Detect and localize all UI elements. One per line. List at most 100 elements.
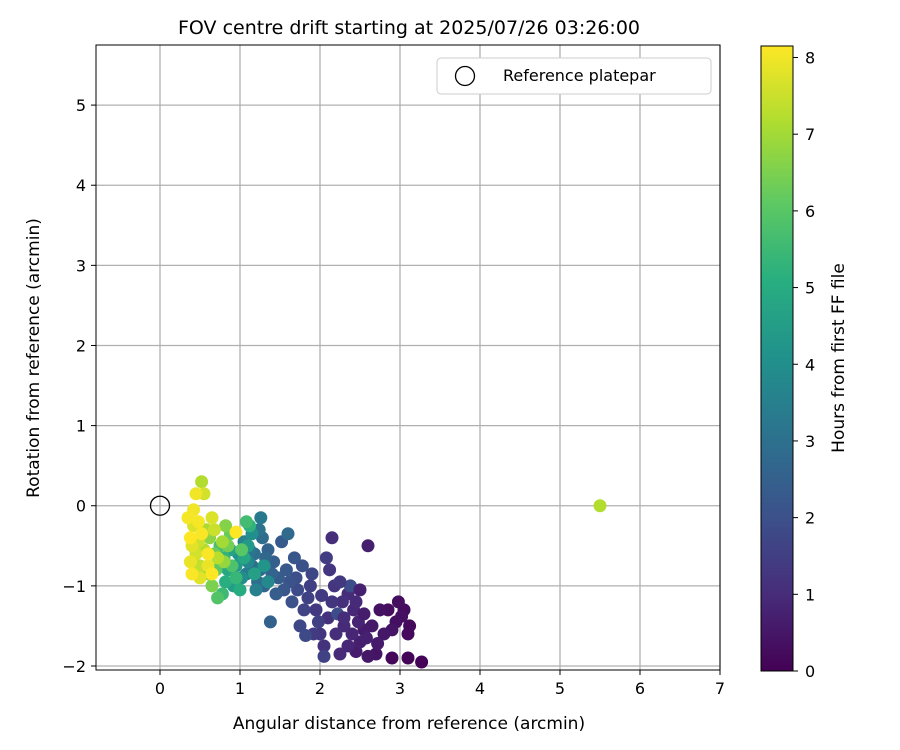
colorbar-tick-label: 5 <box>805 279 815 298</box>
y-tick-label: 0 <box>76 497 86 516</box>
data-point <box>297 603 311 617</box>
legend: Reference platepar <box>436 57 712 95</box>
data-point <box>305 567 319 581</box>
data-point <box>593 499 607 513</box>
data-point <box>353 583 367 597</box>
data-point <box>181 511 195 525</box>
data-point <box>287 551 301 565</box>
colorbar-tick-label: 3 <box>805 432 815 451</box>
data-point <box>229 525 243 539</box>
data-point <box>261 575 275 589</box>
data-point <box>325 595 339 609</box>
data-point <box>303 579 317 593</box>
legend-entry: Reference platepar <box>503 66 656 85</box>
x-tick-label: 1 <box>235 679 245 698</box>
y-tick-label: 2 <box>76 336 86 355</box>
data-point <box>263 615 277 629</box>
colorbar-tick-label: 7 <box>805 125 815 144</box>
data-point <box>205 511 219 525</box>
legend-box <box>436 57 712 95</box>
data-point <box>279 563 293 577</box>
chart-title: FOV centre drift starting at 2025/07/26 … <box>178 17 640 39</box>
x-tick-label: 2 <box>315 679 325 698</box>
data-point <box>219 519 233 533</box>
y-tick-label: 1 <box>76 417 86 436</box>
data-point <box>201 547 215 561</box>
data-point <box>317 639 331 653</box>
data-point <box>315 588 329 602</box>
colorbar-tick-label: 8 <box>805 49 815 68</box>
colorbar-gradient <box>760 45 794 672</box>
data-point <box>299 629 313 643</box>
data-point <box>195 475 209 489</box>
y-tick-label: 5 <box>76 96 86 115</box>
data-point <box>205 579 219 593</box>
data-point <box>235 543 249 557</box>
data-point <box>269 587 283 601</box>
data-point <box>333 575 347 589</box>
grid-lines <box>96 45 721 670</box>
y-tick-label: 4 <box>76 176 86 195</box>
data-point <box>323 563 337 577</box>
data-point <box>401 651 415 665</box>
x-tick-label: 7 <box>715 679 725 698</box>
data-point <box>311 615 325 629</box>
x-tick-label: 4 <box>475 679 485 698</box>
data-point <box>337 611 351 625</box>
data-point <box>341 639 355 653</box>
data-point <box>247 567 261 581</box>
data-point <box>281 527 295 541</box>
data-point <box>229 571 243 585</box>
data-point <box>285 595 299 609</box>
data-point <box>357 607 371 621</box>
data-point <box>254 511 268 525</box>
data-point <box>319 551 333 565</box>
x-tick-label: 3 <box>395 679 405 698</box>
data-point <box>359 631 373 645</box>
data-point <box>333 647 347 661</box>
data-point <box>329 627 343 641</box>
data-point <box>371 637 385 651</box>
data-point <box>207 523 221 537</box>
colorbar-tick-label: 0 <box>805 662 815 681</box>
data-point <box>211 591 225 605</box>
data-point <box>403 619 417 633</box>
y-tick-label: −1 <box>62 577 86 596</box>
data-point <box>219 575 233 589</box>
data-point <box>205 567 219 581</box>
colorbar: 0 1 2 3 4 5 6 7 8 Hours from first FF file <box>760 45 849 681</box>
data-point <box>215 535 229 549</box>
y-axis-label: Rotation from reference (arcmin) <box>24 218 44 498</box>
data-point <box>361 539 375 553</box>
data-point <box>395 609 409 623</box>
colorbar-tick-label: 4 <box>805 355 815 374</box>
y-tick-label: −2 <box>62 657 86 676</box>
data-point <box>233 583 247 597</box>
colorbar-ticks: 0 1 2 3 4 5 6 7 8 <box>793 49 815 681</box>
legend-reference-marker <box>454 65 476 87</box>
data-point <box>415 655 429 669</box>
data-point <box>249 583 263 597</box>
reference-platepar-marker <box>149 495 171 516</box>
colorbar-tick-label: 6 <box>805 202 815 221</box>
data-point <box>239 515 253 529</box>
data-point <box>373 603 387 617</box>
x-tick-label: 0 <box>155 679 165 698</box>
data-point <box>385 651 399 665</box>
y-tick-label: 3 <box>76 256 86 275</box>
x-tick-label: 5 <box>555 679 565 698</box>
data-point <box>183 531 197 545</box>
data-point <box>391 595 405 609</box>
colorbar-tick-label: 1 <box>805 585 815 604</box>
x-tick-label: 6 <box>635 679 645 698</box>
data-point <box>361 649 375 663</box>
y-axis-ticks: −2 −1 0 1 2 3 4 5 <box>62 96 96 676</box>
data-point <box>325 531 339 545</box>
data-point <box>301 591 315 605</box>
data-point <box>191 515 205 529</box>
plot-frame <box>95 44 721 671</box>
colorbar-label: Hours from first FF file <box>829 263 849 453</box>
data-point <box>345 627 359 641</box>
data-point <box>309 603 323 617</box>
